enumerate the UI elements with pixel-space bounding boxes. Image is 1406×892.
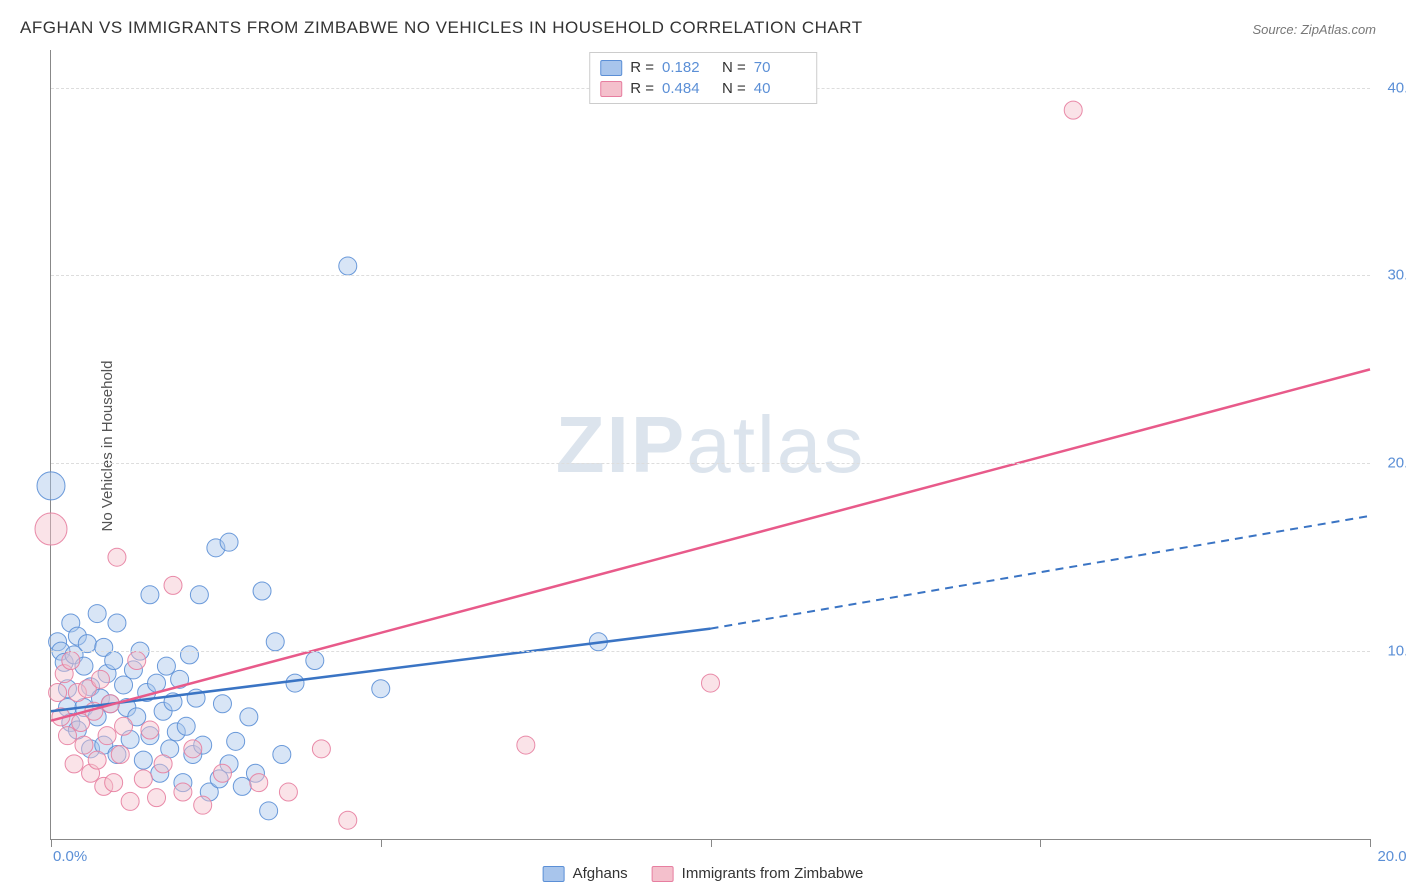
scatter-point — [177, 717, 195, 735]
legend-swatch-zimbabwe — [600, 81, 622, 97]
scatter-point — [213, 764, 231, 782]
trend-line-dashed — [711, 516, 1371, 629]
scatter-point — [78, 635, 96, 653]
legend-r-value-1: 0.484 — [662, 80, 714, 97]
scatter-point — [148, 789, 166, 807]
scatter-point — [180, 646, 198, 664]
legend-label: Afghans — [573, 865, 628, 882]
legend-n-label: N = — [722, 59, 746, 76]
legend-n-value-1: 40 — [754, 80, 806, 97]
scatter-point — [141, 586, 159, 604]
scatter-point — [250, 774, 268, 792]
legend-label: Immigrants from Zimbabwe — [682, 865, 864, 882]
scatter-point — [115, 717, 133, 735]
ytick-label: 10.0% — [1387, 643, 1406, 660]
scatter-point — [157, 657, 175, 675]
legend-stats: R = 0.182 N = 70 R = 0.484 N = 40 — [589, 52, 817, 104]
scatter-point — [88, 751, 106, 769]
scatter-point — [279, 783, 297, 801]
scatter-point — [339, 257, 357, 275]
legend-item-zimbabwe: Immigrants from Zimbabwe — [652, 865, 864, 882]
scatter-point — [49, 683, 67, 701]
ytick-label: 30.0% — [1387, 267, 1406, 284]
xtick — [1370, 839, 1371, 847]
scatter-point — [260, 802, 278, 820]
scatter-point — [184, 740, 202, 758]
scatter-point — [134, 770, 152, 788]
scatter-point — [266, 633, 284, 651]
xtick-label: 20.0% — [1377, 848, 1406, 865]
scatter-point — [164, 576, 182, 594]
scatter-point — [233, 777, 251, 795]
scatter-point — [227, 732, 245, 750]
gridline — [51, 463, 1370, 464]
scatter-point — [240, 708, 258, 726]
legend-swatch — [652, 866, 674, 882]
legend-r-label: R = — [630, 80, 654, 97]
scatter-point — [37, 472, 65, 500]
scatter-point — [65, 755, 83, 773]
scatter-point — [702, 674, 720, 692]
gridline — [51, 651, 1370, 652]
scatter-point — [1064, 101, 1082, 119]
trend-line — [51, 629, 711, 712]
xtick — [1040, 839, 1041, 847]
scatter-point — [273, 745, 291, 763]
scatter-point — [372, 680, 390, 698]
scatter-point — [111, 745, 129, 763]
scatter-point — [339, 811, 357, 829]
scatter-point — [62, 652, 80, 670]
legend-stats-row-0: R = 0.182 N = 70 — [600, 57, 806, 78]
scatter-point — [105, 774, 123, 792]
scatter-point — [253, 582, 271, 600]
scatter-point — [108, 548, 126, 566]
chart-title: AFGHAN VS IMMIGRANTS FROM ZIMBABWE NO VE… — [20, 18, 863, 38]
scatter-point — [190, 586, 208, 604]
scatter-point — [306, 652, 324, 670]
scatter-point — [98, 727, 116, 745]
scatter-point — [35, 513, 67, 545]
scatter-point — [312, 740, 330, 758]
gridline — [51, 275, 1370, 276]
scatter-point — [517, 736, 535, 754]
scatter-point — [286, 674, 304, 692]
scatter-point — [108, 614, 126, 632]
scatter-point — [121, 792, 139, 810]
chart-svg — [51, 50, 1370, 839]
scatter-point — [148, 674, 166, 692]
scatter-point — [91, 670, 109, 688]
scatter-point — [128, 652, 146, 670]
xtick — [51, 839, 52, 847]
xtick — [711, 839, 712, 847]
scatter-point — [134, 751, 152, 769]
trend-line — [51, 369, 1370, 720]
legend-r-label: R = — [630, 59, 654, 76]
scatter-point — [220, 533, 238, 551]
legend-stats-row-1: R = 0.484 N = 40 — [600, 78, 806, 99]
xtick — [381, 839, 382, 847]
scatter-point — [213, 695, 231, 713]
ytick-label: 40.0% — [1387, 79, 1406, 96]
scatter-point — [141, 721, 159, 739]
scatter-point — [58, 727, 76, 745]
scatter-point — [194, 796, 212, 814]
ytick-label: 20.0% — [1387, 455, 1406, 472]
legend-item-afghans: Afghans — [543, 865, 628, 882]
legend-swatch — [543, 866, 565, 882]
scatter-point — [105, 652, 123, 670]
scatter-point — [75, 736, 93, 754]
legend-n-value-0: 70 — [754, 59, 806, 76]
legend-n-label: N = — [722, 80, 746, 97]
legend-series: Afghans Immigrants from Zimbabwe — [543, 865, 864, 882]
legend-swatch-afghans — [600, 60, 622, 76]
scatter-point — [88, 605, 106, 623]
scatter-point — [154, 755, 172, 773]
plot-area: ZIPatlas 10.0%20.0%30.0%40.0%0.0%20.0% — [50, 50, 1370, 840]
source-label: Source: ZipAtlas.com — [1252, 22, 1376, 37]
xtick-label: 0.0% — [53, 848, 87, 865]
scatter-point — [174, 783, 192, 801]
legend-r-value-0: 0.182 — [662, 59, 714, 76]
